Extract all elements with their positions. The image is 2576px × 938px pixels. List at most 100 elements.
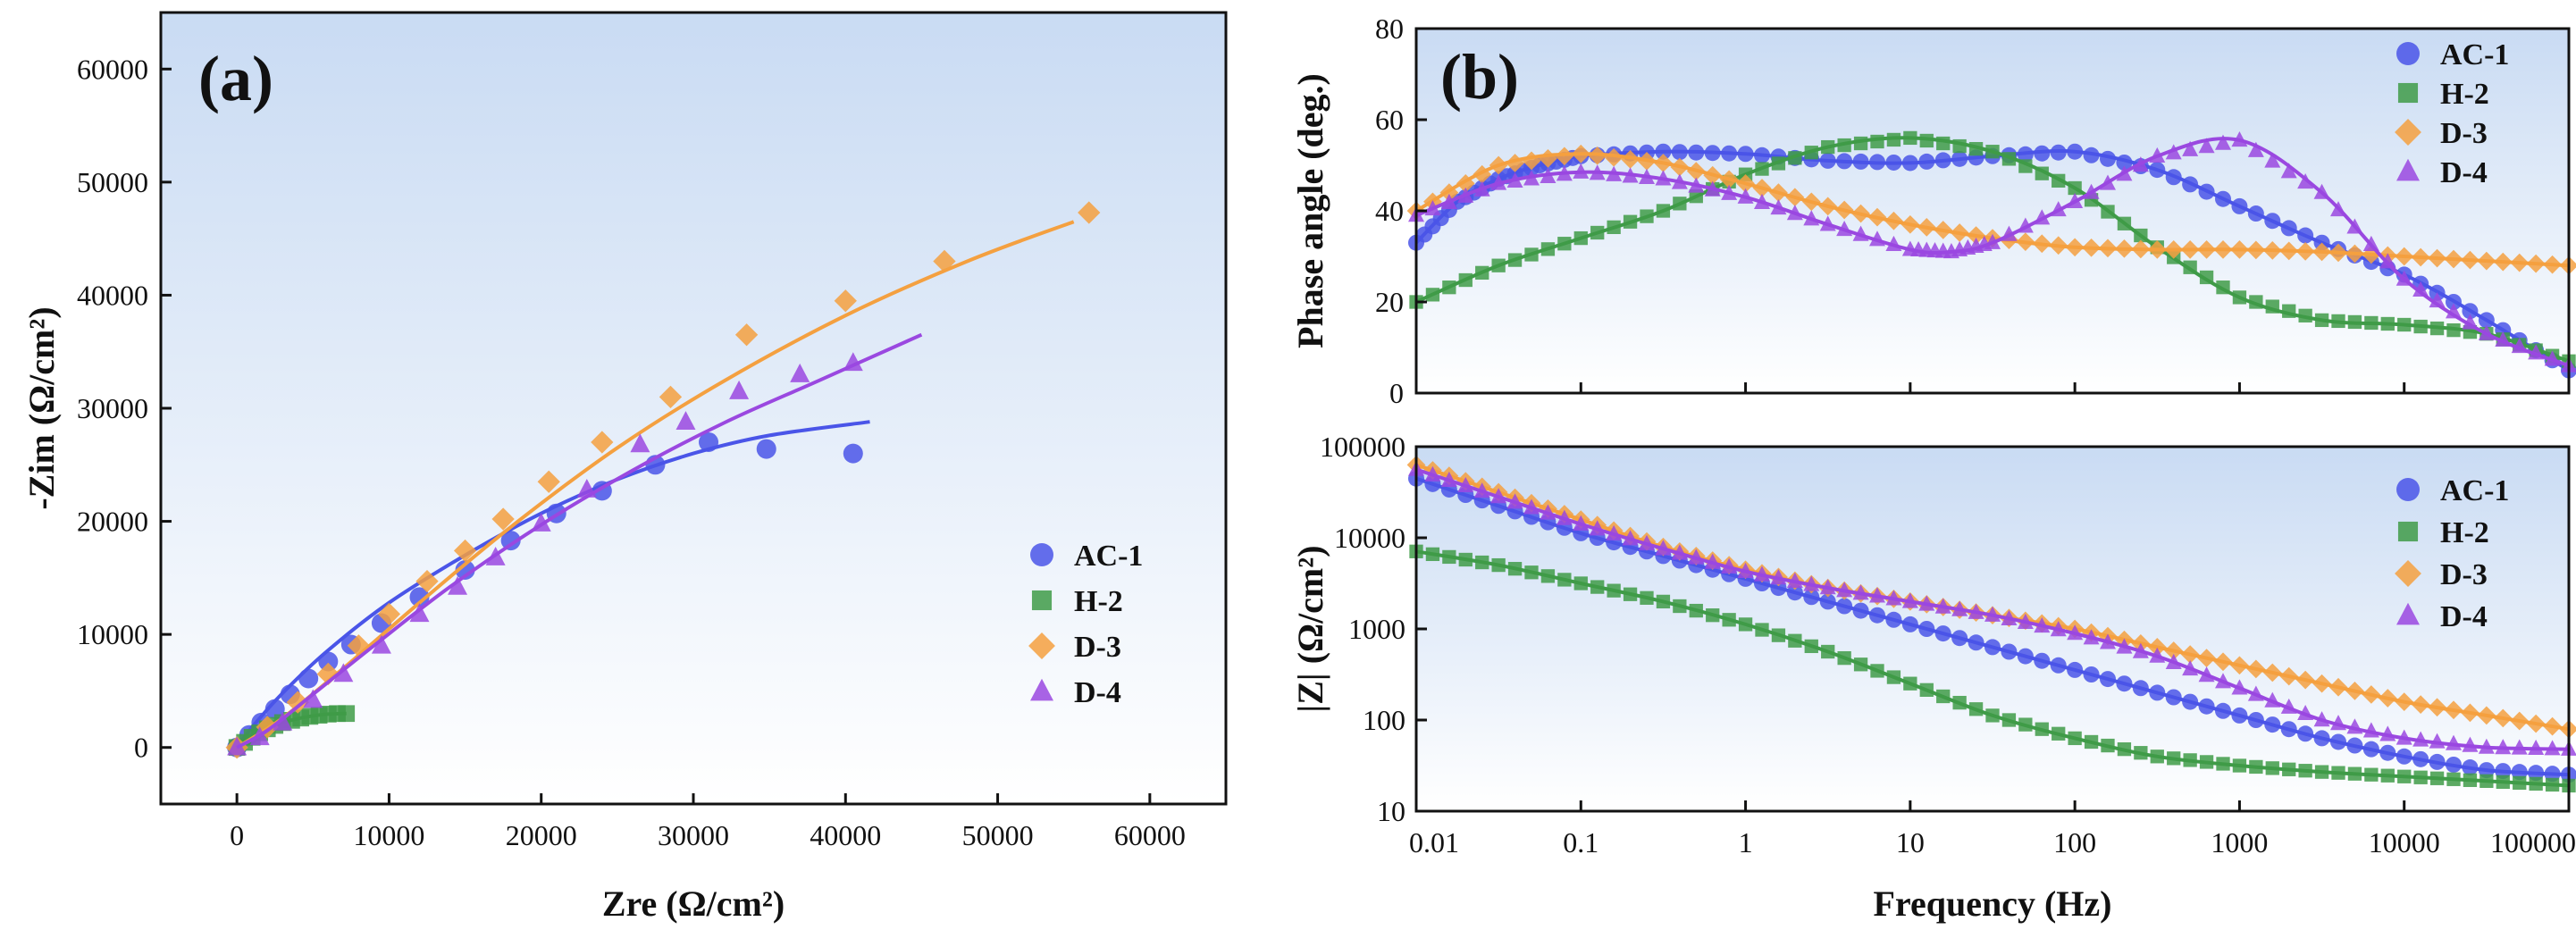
- impedance-point-h-2: [1853, 657, 1868, 672]
- impedance-point-d-4: [1639, 534, 1655, 550]
- phase-point-d-3: [2411, 247, 2430, 267]
- phase-point-ac-1: [2264, 213, 2281, 230]
- phase-point-ac-1: [2165, 169, 2182, 186]
- phase-point-d-3: [1456, 174, 1475, 193]
- phase-point-d-4: [2297, 172, 2314, 189]
- impedance-point-d-4: [1852, 584, 1869, 600]
- phase-series-d-4: [1408, 131, 2576, 373]
- phase-point-d-3: [2213, 240, 2233, 259]
- phase-point-d-4: [2182, 140, 2199, 156]
- phase-point-d-3: [1801, 192, 1821, 212]
- phase-point-d-3: [2262, 241, 2282, 260]
- impedance-point-d-3: [2345, 682, 2364, 700]
- panel-a-x-axis-label: Zre (Ω/cm²): [602, 884, 785, 924]
- data-point-d-4: [303, 689, 323, 708]
- phase-point-d-3: [2444, 249, 2463, 269]
- impedance-point-h-2: [2134, 746, 2148, 760]
- phase-point-d-3: [2477, 251, 2496, 271]
- phase-point-h-2: [1491, 258, 1506, 272]
- impedance-point-d-4: [2396, 729, 2412, 745]
- phase-point-h-2: [1623, 214, 1638, 229]
- data-point-d-4: [371, 634, 391, 654]
- impedance-point-ac-1: [1984, 639, 2001, 656]
- impedance-point-ac-1: [2478, 762, 2495, 779]
- data-point-d-4: [273, 711, 293, 731]
- phase-point-ac-1: [1885, 154, 1902, 171]
- impedance-point-d-4: [1573, 515, 1590, 531]
- impedance-x-tick-label: 1: [1739, 826, 1753, 858]
- impedance-point-d-4: [2001, 609, 2018, 625]
- impedance-point-d-4: [1473, 482, 1490, 498]
- phase-point-d-4: [1984, 233, 2001, 249]
- impedance-x-tick-label: 1000: [2211, 826, 2268, 858]
- impedance-point-ac-1: [1901, 616, 1918, 632]
- impedance-point-d-3: [2180, 645, 2200, 664]
- data-point-d-3: [491, 507, 515, 531]
- phase-point-h-2: [2117, 216, 2132, 230]
- phase-point-d-3: [1588, 146, 1607, 165]
- phase-point-d-4: [1655, 170, 1672, 186]
- phase-point-d-3: [2180, 240, 2200, 259]
- phase-point-d-4: [1473, 180, 1490, 197]
- phase-point-h-2: [2314, 313, 2329, 328]
- impedance-x-tick-label: 100: [2053, 826, 2096, 858]
- phase-point-d-4: [2346, 218, 2363, 234]
- phase-point-d-4: [2379, 253, 2396, 269]
- phase-point-d-3: [2526, 254, 2546, 273]
- impedance-point-h-2: [1640, 590, 1654, 605]
- legend-marker-d-3: [1028, 632, 1055, 659]
- impedance-point-ac-1: [2446, 756, 2462, 773]
- phase-point-ac-1: [2247, 205, 2264, 222]
- impedance-point-ac-1: [1869, 607, 1885, 624]
- impedance-y-tick-label: 10000: [1334, 522, 1405, 554]
- impedance-point-d-3: [2295, 670, 2315, 690]
- impedance-point-d-3: [2428, 698, 2446, 717]
- impedance-x-tick-label: 10: [1896, 826, 1925, 858]
- phase-point-d-4: [1803, 210, 1820, 226]
- impedance-point-h-2: [1623, 587, 1638, 601]
- phase-point-h-2: [2347, 314, 2362, 330]
- phase-point-d-3: [1637, 152, 1657, 171]
- impedance-point-h-2: [1788, 633, 1802, 648]
- phase-point-h-2: [2035, 166, 2049, 180]
- phase-point-d-4: [1852, 225, 1869, 241]
- phase-point-h-2: [1755, 162, 1769, 176]
- impedance-point-ac-1: [1951, 630, 1968, 647]
- phase-point-h-2: [1837, 138, 1851, 153]
- phase-point-h-2: [2018, 159, 2033, 173]
- impedance-point-h-2: [1507, 562, 1523, 576]
- impedance-point-h-2: [2463, 773, 2478, 787]
- impedance-point-h-2: [1475, 555, 1489, 570]
- phase-point-d-3: [2164, 240, 2184, 259]
- impedance-point-d-4: [1721, 557, 1738, 574]
- impedance-point-h-2: [1952, 695, 1967, 710]
- impedance-point-h-2: [1706, 608, 1720, 623]
- phase-point-d-3: [1851, 204, 1870, 223]
- phase-point-ac-1: [1754, 147, 1770, 163]
- impedance-point-d-4: [1606, 524, 1623, 540]
- data-point-ac-1: [699, 431, 719, 452]
- impedance-x-tick-label: 10000: [2369, 826, 2440, 858]
- data-point-ac-1: [318, 651, 339, 672]
- impedance-point-h-2: [1936, 689, 1951, 704]
- impedance-point-d-4: [2346, 718, 2363, 734]
- phase-point-d-4: [2412, 281, 2429, 297]
- phase-point-h-2: [2052, 173, 2066, 188]
- phase-point-ac-1: [1901, 155, 1918, 172]
- impedance-point-d-4: [2067, 624, 2084, 641]
- panel-b-impedance: 10 100 1000 10000 100000 0.01 0.1 1 10 100 1000 100…: [1290, 431, 2576, 924]
- impedance-point-h-2: [2001, 713, 2017, 727]
- impedance-point-h-2: [1458, 552, 1473, 567]
- panel-b-x-axis-label: Frequency (Hz): [1874, 884, 2112, 924]
- impedance-point-ac-1: [2297, 725, 2314, 742]
- legend-marker-h-2: [2397, 521, 2419, 542]
- phase-point-d-3: [2295, 242, 2315, 261]
- phase-point-h-2: [2101, 205, 2115, 219]
- data-point-d-3: [537, 470, 560, 493]
- impedance-point-ac-1: [1819, 593, 1836, 610]
- phase-point-d-4: [2396, 270, 2412, 286]
- data-point-d-3: [834, 289, 857, 313]
- impedance-point-ac-1: [2511, 764, 2528, 781]
- y-tick-label: 0: [134, 732, 148, 764]
- phase-point-d-4: [1506, 172, 1523, 188]
